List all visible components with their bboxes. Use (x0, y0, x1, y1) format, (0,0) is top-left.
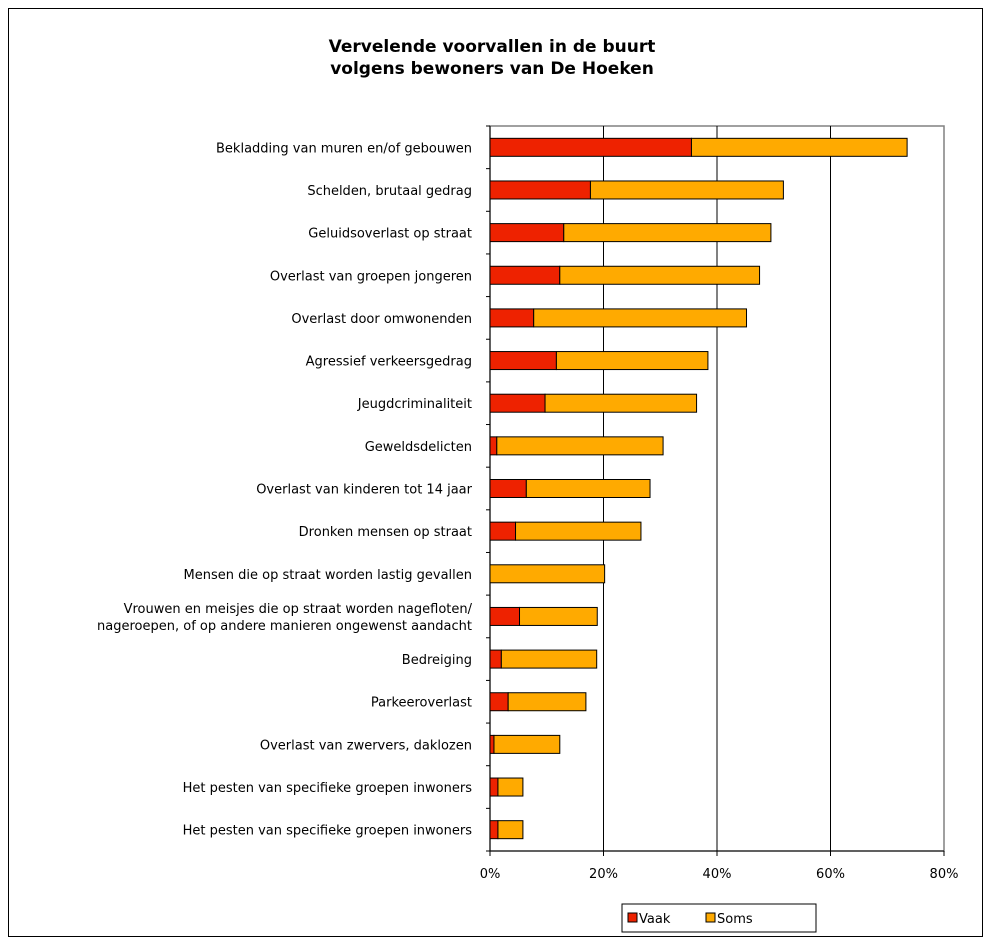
x-tick-label: 40% (703, 867, 732, 882)
x-tick-label: 20% (589, 867, 618, 882)
bar-vaak (489, 436, 498, 456)
bar-soms (559, 265, 761, 285)
chart-title-line-1: Vervelende voorvallen in de buurt (328, 37, 656, 57)
bar-vaak (489, 180, 591, 200)
bar-vaak (489, 393, 546, 413)
legend (621, 903, 817, 933)
bar-soms (489, 564, 606, 584)
category-label: Parkeeroverlast (371, 696, 472, 711)
category-label: Dronken mensen op straat (299, 525, 472, 540)
category-label: Agressief verkeersgedrag (306, 355, 472, 370)
category-label: Bekladding van muren en/of gebouwen (216, 141, 472, 156)
bar-vaak (489, 479, 527, 498)
bar-soms (500, 649, 598, 669)
bar-soms (493, 734, 561, 754)
category-label: Het pesten van specifieke groepen inwone… (183, 781, 473, 796)
legend-label: Vaak (639, 912, 671, 927)
bar-soms (563, 223, 772, 243)
bar-vaak (489, 137, 692, 157)
bar-vaak (489, 734, 495, 754)
bar-vaak (489, 692, 509, 712)
bar-soms (690, 137, 908, 157)
legend-swatch (705, 912, 716, 923)
bar-soms (544, 393, 698, 413)
bar-vaak (489, 308, 535, 328)
category-label: Vrouwen en meisjes die op straat worden … (124, 602, 473, 617)
x-tick-label: 80% (930, 867, 959, 882)
chart-title-line-2: volgens bewoners van De Hoeken (330, 59, 654, 79)
category-label: nageroepen, of op andere manieren ongewe… (97, 619, 472, 634)
bar-soms (525, 479, 651, 498)
bar-soms (555, 351, 709, 371)
bar-soms (533, 308, 748, 328)
bar-vaak (489, 223, 565, 243)
category-label: Overlast van zwervers, daklozen (260, 738, 472, 753)
bar-vaak (489, 351, 557, 371)
bar-soms (496, 436, 664, 456)
legend-label: Soms (717, 912, 753, 927)
bar-vaak (489, 265, 561, 285)
legend-swatch (627, 912, 638, 923)
category-label: Mensen die op straat worden lastig geval… (184, 568, 472, 583)
category-label: Overlast van groepen jongeren (270, 269, 472, 284)
bar-soms (515, 521, 642, 541)
bar-vaak (489, 820, 499, 840)
category-label: Overlast door omwonenden (291, 312, 472, 327)
x-tick-label: 0% (480, 867, 501, 882)
bar-soms (507, 692, 587, 712)
chart-title: Vervelende voorvallen in de buurt volgen… (0, 36, 984, 80)
category-label: Geluidsoverlast op straat (308, 227, 472, 242)
category-label: Schelden, brutaal gedrag (307, 184, 472, 199)
category-label: Jeugdcriminaliteit (357, 397, 472, 412)
bar-vaak (489, 649, 502, 669)
bar-soms (519, 606, 598, 626)
bar-vaak (489, 606, 521, 626)
category-label: Bedreiging (402, 653, 472, 668)
bar-soms (589, 180, 784, 200)
category-label: Overlast van kinderen tot 14 jaar (256, 483, 472, 498)
category-label: Het pesten van specifieke groepen inwone… (183, 824, 473, 839)
category-label: Geweldsdelicten (365, 440, 472, 455)
bar-soms (497, 820, 524, 840)
bar-soms (497, 777, 524, 797)
x-tick-label: 60% (816, 867, 845, 882)
bar-vaak (489, 777, 499, 797)
bar-vaak (489, 521, 517, 541)
